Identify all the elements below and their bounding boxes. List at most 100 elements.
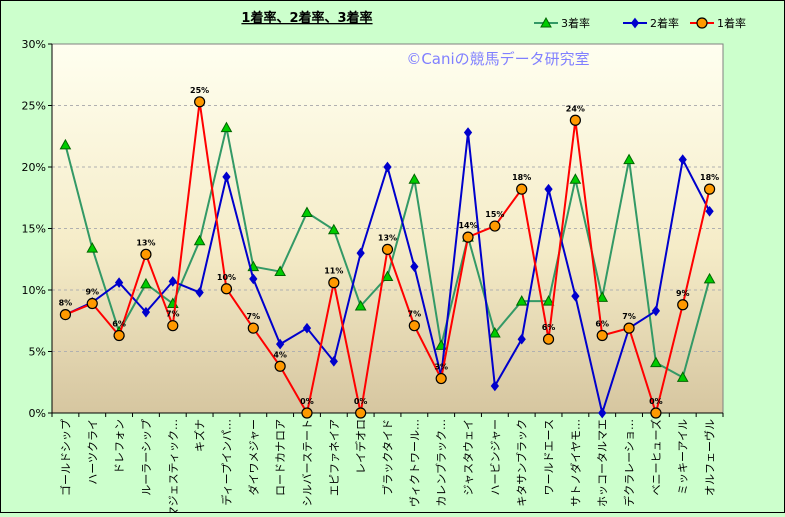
data-label: 6% <box>595 320 609 329</box>
data-label: 25% <box>190 86 209 95</box>
data-point <box>515 295 528 306</box>
data-label: 0% <box>649 397 663 406</box>
data-point <box>596 329 608 342</box>
data-point <box>678 154 687 165</box>
data-point <box>542 295 555 306</box>
data-point <box>490 380 499 392</box>
legend-item: 2着率 <box>623 16 679 30</box>
legend-label: 3着率 <box>561 16 590 30</box>
data-point <box>274 360 286 372</box>
x-tick-label: ホッコータルマエ <box>596 419 609 507</box>
x-tick-label: ジャスタウェイ <box>462 419 475 495</box>
x-tick-label: ワールドエース <box>543 419 556 495</box>
data-point <box>381 243 394 256</box>
data-point <box>651 305 661 317</box>
data-point <box>463 127 473 138</box>
x-tick-label: ベニーヒューズ <box>649 419 663 495</box>
x-tick-label: サトノダイヤモ… <box>568 419 582 507</box>
y-tick-label: 15% <box>22 223 46 236</box>
y-tick-label: 30% <box>22 38 46 51</box>
data-point <box>489 220 501 232</box>
data-point <box>113 329 125 342</box>
y-tick-label: 25% <box>22 100 46 113</box>
data-label: 14% <box>458 221 477 230</box>
data-label: 18% <box>700 173 719 182</box>
data-label: 7% <box>408 310 422 319</box>
data-point <box>650 356 662 368</box>
data-point <box>354 299 367 311</box>
data-point <box>410 261 419 272</box>
data-label: 0% <box>300 397 314 406</box>
data-label: 9% <box>85 288 99 297</box>
data-point <box>301 407 313 419</box>
y-tick-label: 0% <box>29 407 46 420</box>
x-tick-label: ルーラーシップ <box>140 419 153 496</box>
legend-label: 2着率 <box>650 16 679 30</box>
x-tick-label: カレンブラック… <box>434 419 448 507</box>
data-point <box>677 299 689 311</box>
data-point <box>408 173 421 184</box>
data-point <box>114 277 124 288</box>
data-point <box>435 372 447 385</box>
data-point <box>329 356 338 367</box>
data-point <box>623 322 635 334</box>
legend-label: 1着率 <box>717 16 746 30</box>
data-point <box>544 183 553 195</box>
data-point <box>569 114 581 126</box>
data-label: 4% <box>273 350 287 359</box>
x-tick-label: エピファネイア <box>328 419 341 496</box>
data-point <box>598 407 607 419</box>
x-tick-label: ダイワメジャー <box>246 419 260 495</box>
data-point <box>276 338 285 350</box>
x-tick-label: デクラレーショ… <box>622 419 636 507</box>
data-labels: 8% 9% 6% 13% 7% 25% 10% 7% 4% 0% 11% 0% 13% 7% 3% 14% 15… <box>59 86 720 406</box>
x-axis: ゴールドシップ ハーツクライ ドレフォン ルーラーシップ マジェスティック… キズナ ディー… <box>51 412 724 517</box>
data-point <box>705 205 714 217</box>
x-tick-label: レイデオロ <box>354 419 368 474</box>
series-2 <box>61 127 714 419</box>
data-point <box>220 121 233 133</box>
series <box>59 96 716 419</box>
x-tick-label: シルバーステート <box>301 419 314 506</box>
x-tick-label: ディープインパ… <box>219 419 233 506</box>
legend: 3着率 2着率 1着率 <box>534 16 746 30</box>
data-label: 13% <box>378 233 397 242</box>
data-point <box>249 273 258 285</box>
data-label: 8% <box>59 299 73 308</box>
data-point <box>489 327 501 338</box>
data-point <box>302 322 312 334</box>
data-label: 6% <box>542 323 556 332</box>
data-point <box>140 248 152 260</box>
data-label: 11% <box>324 267 343 276</box>
data-label: 0% <box>354 397 368 406</box>
data-point <box>247 322 259 334</box>
data-point <box>408 320 420 332</box>
data-point <box>703 183 716 195</box>
x-tick-label: ミッキーアイル <box>677 419 690 495</box>
data-label: 24% <box>566 104 585 113</box>
data-point <box>517 333 526 345</box>
data-point <box>542 333 555 345</box>
legend-marker <box>630 17 640 29</box>
data-point <box>220 283 233 295</box>
data-point <box>301 206 313 218</box>
x-tick-label: ゴールドシップ <box>58 419 72 496</box>
data-label: 13% <box>136 238 155 247</box>
legend-marker <box>696 17 708 29</box>
data-point <box>703 272 716 284</box>
data-point <box>141 306 151 318</box>
x-tick-label: ロードカナロア <box>274 419 287 496</box>
legend-item: 1着率 <box>690 16 746 30</box>
data-label: 18% <box>512 173 531 182</box>
watermark-text: ©Caniの競馬データ研究室 <box>406 50 589 68</box>
chart-title: 1着率、2着率、3着率 <box>241 10 372 26</box>
x-tick-label: ハーツクライ <box>86 419 99 485</box>
series-1 <box>59 121 716 382</box>
data-point <box>86 242 99 253</box>
data-point <box>355 407 367 419</box>
data-point <box>140 277 152 289</box>
x-tick-label: ヴィクトワール… <box>407 419 421 507</box>
series-3 <box>59 96 716 419</box>
data-point <box>569 173 582 184</box>
